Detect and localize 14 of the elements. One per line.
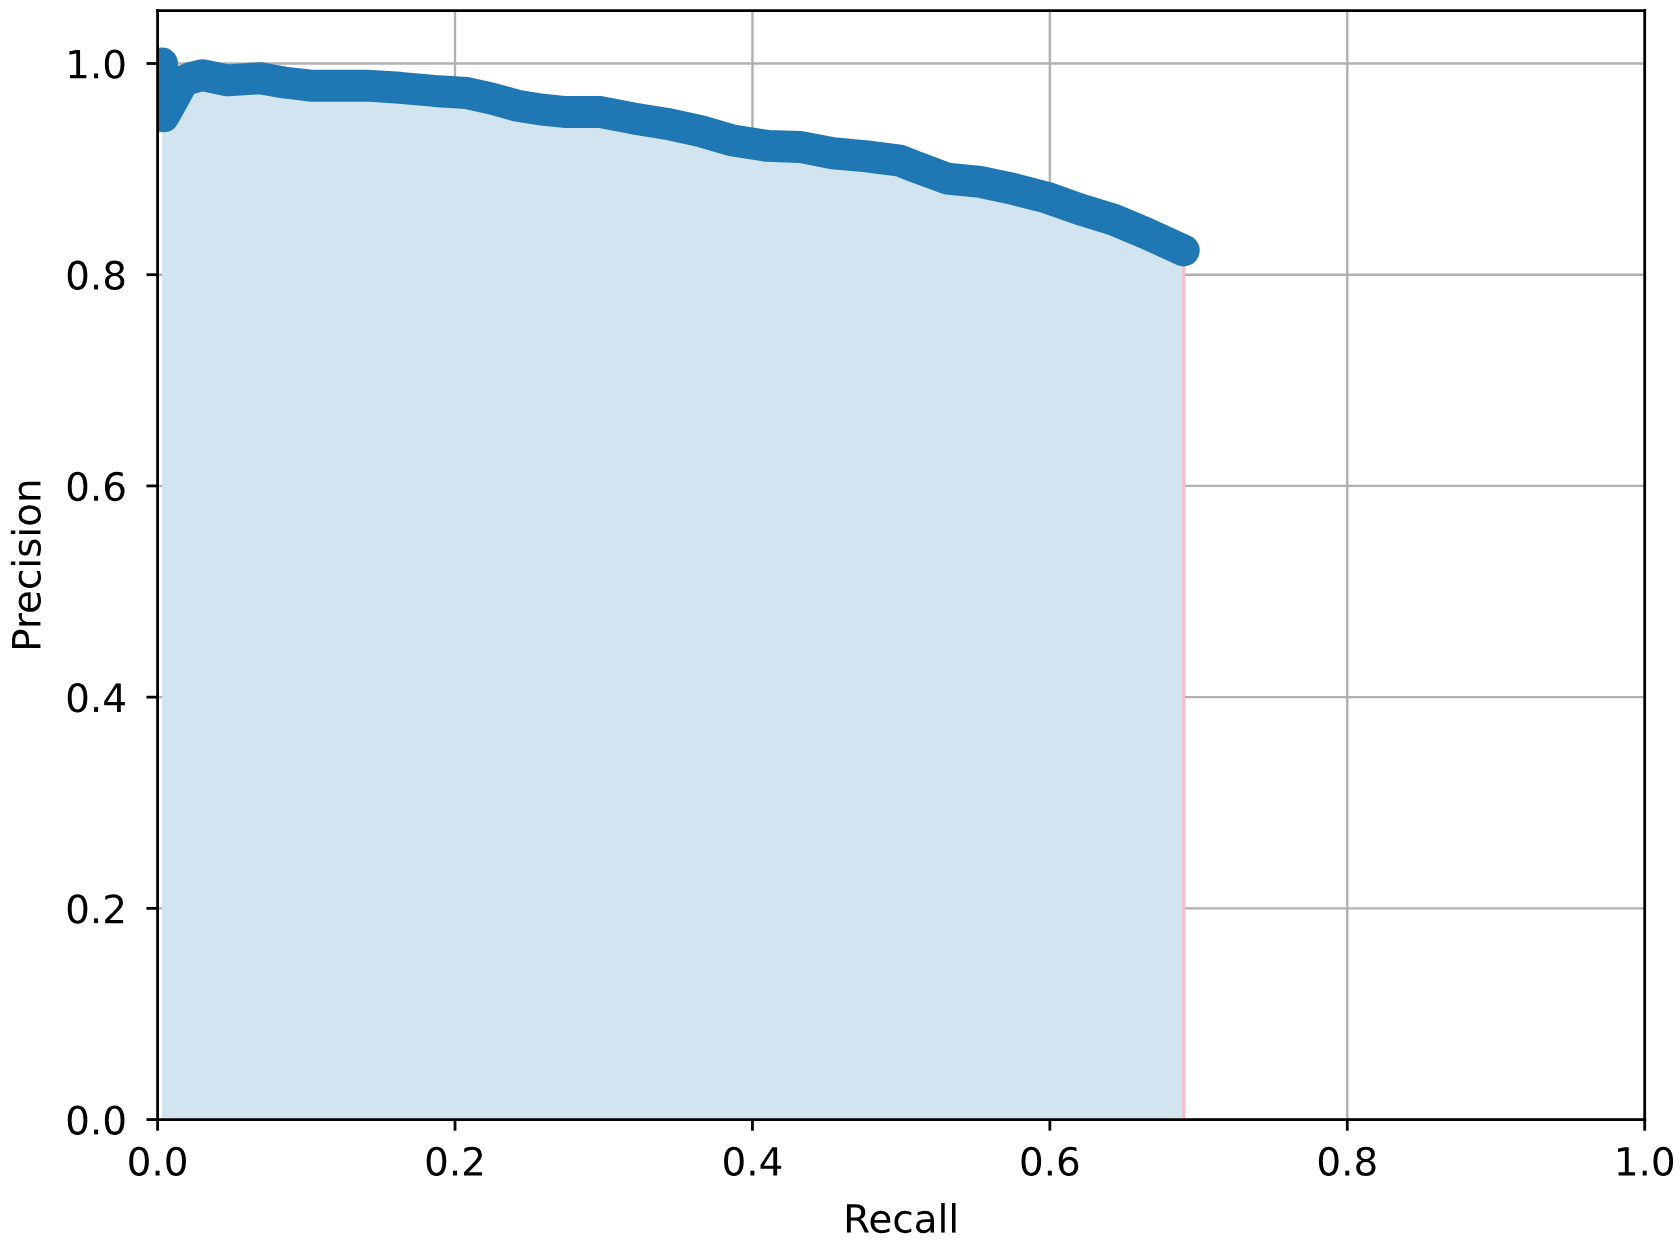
x-axis-title: Recall xyxy=(846,1203,956,1234)
y-axis-title: Precision xyxy=(10,481,41,649)
x-tick-label: 0.6 xyxy=(1021,1146,1079,1177)
x-tick-label: 0.8 xyxy=(1318,1146,1376,1177)
x-tick-label: 0.0 xyxy=(129,1146,186,1177)
x-tick-label: 1.0 xyxy=(1618,1146,1674,1177)
y-tick-label: 0.6 xyxy=(67,471,125,502)
y-tick-label: 1.0 xyxy=(69,49,125,79)
y-tick-label: 0.0 xyxy=(67,1105,125,1135)
y-tick-label: 0.4 xyxy=(67,683,125,713)
x-tick-label: 0.2 xyxy=(426,1146,483,1177)
y-tick-label: 0.8 xyxy=(67,260,125,291)
y-tick-label: 0.2 xyxy=(67,894,124,924)
x-tick-label: 0.4 xyxy=(724,1146,782,1177)
